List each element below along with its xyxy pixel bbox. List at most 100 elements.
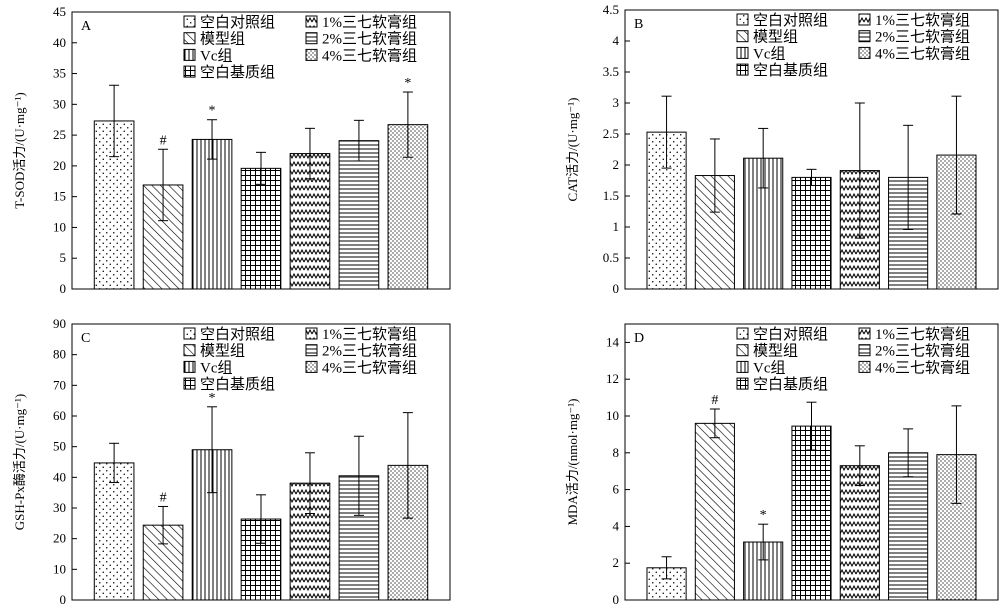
legend-swatch bbox=[305, 48, 318, 61]
bar-2 bbox=[694, 422, 735, 601]
y-tick-label: 12 bbox=[606, 371, 619, 386]
legend-label: Vc组 bbox=[753, 45, 786, 62]
legend-swatch bbox=[736, 377, 749, 390]
legend-label: 空白基质组 bbox=[753, 62, 828, 79]
significance-mark: # bbox=[160, 490, 167, 505]
y-tick-label: 1.5 bbox=[603, 188, 619, 203]
legend-swatch bbox=[858, 13, 871, 26]
y-tick-label: 30 bbox=[53, 500, 66, 515]
legend-swatch bbox=[858, 46, 871, 59]
y-tick-label: 4.5 bbox=[603, 2, 619, 17]
y-tick-label: 4 bbox=[613, 33, 620, 48]
y-tick-label: 3 bbox=[613, 95, 620, 110]
significance-mark: * bbox=[209, 391, 216, 406]
legend-swatch bbox=[183, 377, 196, 390]
bar-2 bbox=[142, 184, 184, 290]
y-tick-label: 2.5 bbox=[603, 126, 619, 141]
legend-swatch bbox=[183, 65, 196, 78]
y-tick-label: 14 bbox=[606, 334, 620, 349]
panel-letter: B bbox=[634, 17, 643, 32]
legend-label: 模型组 bbox=[200, 343, 245, 360]
legend-label: 2%三七软膏组 bbox=[875, 343, 970, 360]
legend-label: 1%三七软膏组 bbox=[875, 12, 970, 29]
legend-swatch bbox=[736, 63, 749, 76]
legend-label: Vc组 bbox=[753, 359, 786, 376]
significance-mark: # bbox=[711, 393, 718, 408]
legend-swatch bbox=[305, 360, 318, 373]
bar-6 bbox=[338, 140, 380, 290]
bar-6 bbox=[888, 452, 929, 601]
panel-letter: C bbox=[81, 331, 90, 346]
chart-panel-d: 0 2 4 6 8 10 12 14 MDA活力/(nmol·mg⁻¹) D # * 空白对照组模型组V… bbox=[565, 323, 999, 607]
y-tick-label: 80 bbox=[53, 347, 66, 362]
y-axis-title: CAT活力/(U·mg⁻¹) bbox=[565, 98, 580, 202]
legend-label: 空白对照组 bbox=[200, 14, 275, 31]
y-tick-label: 30 bbox=[53, 96, 66, 111]
significance-mark: # bbox=[160, 133, 167, 148]
legend-swatch bbox=[736, 46, 749, 59]
y-tick-label: 4 bbox=[613, 518, 620, 533]
legend-label: 4%三七软膏组 bbox=[875, 359, 970, 376]
y-tick-label: 25 bbox=[53, 127, 66, 142]
y-tick-label: 0 bbox=[613, 592, 620, 607]
legend-swatch bbox=[858, 30, 871, 43]
legend-label: 1%三七软膏组 bbox=[875, 326, 970, 343]
legend-swatch bbox=[736, 327, 749, 340]
legend-swatch bbox=[305, 327, 318, 340]
legend-label: 模型组 bbox=[200, 31, 245, 48]
y-tick-label: 1 bbox=[613, 219, 620, 234]
legend-swatch bbox=[736, 360, 749, 373]
legend-swatch bbox=[736, 30, 749, 43]
legend-label: 模型组 bbox=[753, 29, 798, 46]
y-tick-label: 0.5 bbox=[603, 250, 619, 265]
y-tick-label: 2 bbox=[613, 555, 620, 570]
legend-swatch bbox=[183, 327, 196, 340]
chart-panel-c: 0 10 20 30 40 50 60 70 80 90 GSH-Px酶活力/(U·mg⁻¹) C # *… bbox=[12, 316, 451, 607]
panel-letter: A bbox=[81, 19, 92, 34]
y-tick-label: 20 bbox=[53, 531, 66, 546]
y-axis-title: GSH-Px酶活力/(U·mg⁻¹) bbox=[12, 394, 27, 530]
legend-label: Vc组 bbox=[200, 47, 233, 64]
legend-label: 2%三七软膏组 bbox=[322, 31, 417, 48]
y-tick-label: 60 bbox=[53, 408, 66, 423]
legend-label: 2%三七软膏组 bbox=[322, 343, 417, 360]
chart-panel-b: 0 0.5 1 1.5 2 2.5 3 3.5 4 4.5 CAT活力/(U·mg⁻¹) B 空白对照组… bbox=[565, 2, 999, 296]
chart-panel-a: 051015202530354045T-SOD活力/(U·mg⁻¹)A#**空白… bbox=[12, 4, 451, 296]
legend-swatch bbox=[183, 48, 196, 61]
legend-swatch bbox=[736, 13, 749, 26]
bar-3 bbox=[191, 138, 233, 290]
significance-mark: * bbox=[760, 508, 767, 523]
y-axis-title: MDA活力/(nmol·mg⁻¹) bbox=[565, 398, 580, 525]
legend-label: 4%三七软膏组 bbox=[322, 47, 417, 64]
legend-label: 1%三七软膏组 bbox=[322, 14, 417, 31]
y-tick-label: 0 bbox=[60, 592, 67, 607]
panel-letter: D bbox=[634, 331, 644, 346]
y-axis-title: T-SOD活力/(U·mg⁻¹) bbox=[12, 92, 27, 208]
legend-swatch bbox=[858, 327, 871, 340]
legend-swatch bbox=[183, 344, 196, 357]
legend-label: 空白对照组 bbox=[753, 12, 828, 29]
legend-swatch bbox=[305, 32, 318, 45]
bar-4 bbox=[240, 167, 282, 290]
legend-label: 模型组 bbox=[753, 343, 798, 360]
y-tick-label: 10 bbox=[53, 219, 66, 234]
y-tick-label: 50 bbox=[53, 439, 66, 454]
legend-label: 空白基质组 bbox=[200, 64, 275, 81]
y-tick-label: 10 bbox=[606, 408, 619, 423]
legend-label: 2%三七软膏组 bbox=[875, 29, 970, 46]
y-tick-label: 6 bbox=[613, 482, 620, 497]
legend-swatch bbox=[736, 344, 749, 357]
y-tick-label: 35 bbox=[53, 66, 66, 81]
y-tick-label: 0 bbox=[60, 281, 67, 296]
legend-label: 1%三七软膏组 bbox=[322, 326, 417, 343]
y-tick-label: 0 bbox=[613, 281, 620, 296]
legend-swatch bbox=[183, 32, 196, 45]
legend-label: Vc组 bbox=[200, 359, 233, 376]
bar-4 bbox=[791, 425, 832, 601]
y-tick-label: 45 bbox=[53, 4, 66, 19]
legend-label: 4%三七软膏组 bbox=[322, 359, 417, 376]
